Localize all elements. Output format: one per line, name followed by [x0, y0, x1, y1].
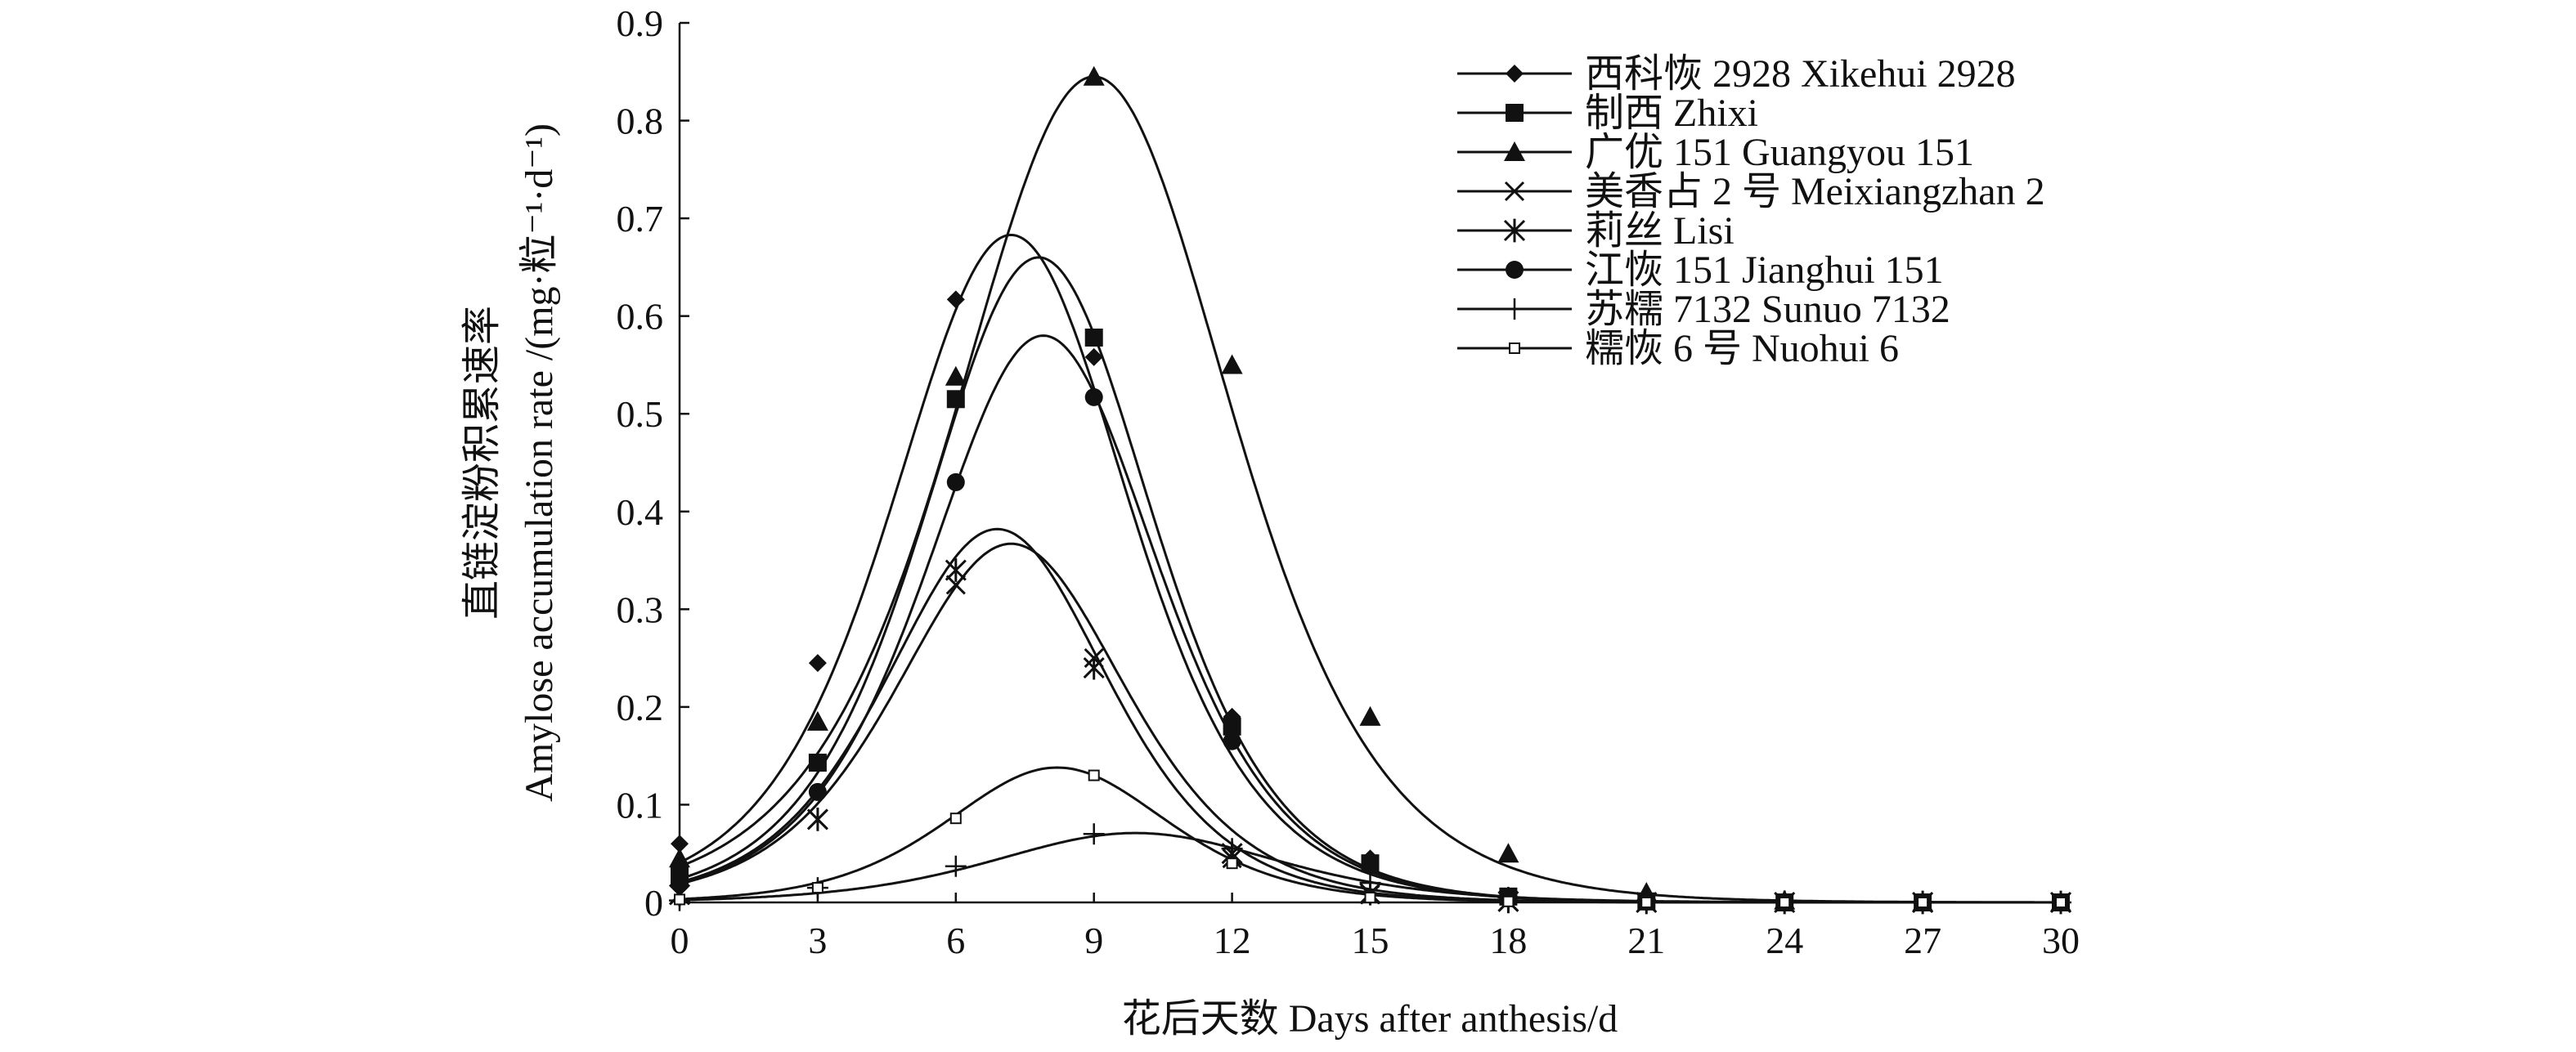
y-tick-label: 0.8: [617, 101, 664, 142]
y-tick-label: 0.1: [617, 784, 664, 826]
x-tick-label: 24: [1766, 920, 1803, 961]
legend-label: 美香占 2 号 Meixiangzhan 2: [1585, 170, 2045, 213]
x-tick-label: 27: [1904, 920, 1941, 961]
data-markers: [668, 65, 2072, 915]
data-point: [1917, 897, 1929, 908]
data-point: [808, 754, 827, 772]
data-point: [1504, 181, 1525, 202]
x-tick-label: 9: [1084, 920, 1103, 961]
y-tick-label: 0.6: [617, 296, 664, 338]
data-point: [1359, 872, 1381, 894]
data-point: [808, 654, 827, 673]
data-point: [806, 807, 828, 831]
data-point: [671, 874, 689, 893]
data-point: [1084, 328, 1103, 347]
data-point: [1497, 843, 1519, 863]
data-point: [946, 290, 965, 309]
data-point: [1506, 65, 1524, 83]
data-point: [2055, 897, 2067, 908]
data-point: [806, 710, 828, 731]
data-point: [1088, 769, 1100, 781]
x-tick-label: 15: [1352, 920, 1389, 961]
data-point: [1361, 856, 1380, 875]
x-tick-label: 3: [808, 920, 827, 961]
y-tick-label: 0.9: [617, 2, 664, 44]
axis-ticks: 0 3 6 9 12 15 18 21 24 27 30 0 0.1 0.2 0.3 0.4 0.5 0.6 0.7…: [617, 2, 2080, 961]
data-point: [1226, 857, 1238, 870]
data-point: [1083, 656, 1105, 680]
data-point: [946, 472, 965, 491]
data-point: [1503, 218, 1526, 243]
legend-label: 制西 Zhixi: [1585, 92, 1758, 135]
data-point: [1221, 354, 1243, 374]
legend-item: 糯恢 6 号 Nuohui 6: [1457, 327, 1899, 370]
x-tick-label: 6: [946, 920, 965, 961]
data-point: [1083, 823, 1105, 845]
legend-label: 西科恢 2928 Xikehui 2928: [1585, 52, 2016, 96]
y-tick-label: 0.4: [617, 491, 664, 533]
y-tick-label: 0.3: [617, 589, 664, 630]
legend-label: 糯恢 6 号 Nuohui 6: [1585, 327, 1899, 370]
data-point: [1223, 717, 1241, 736]
data-point: [1084, 387, 1103, 406]
data-point: [1221, 838, 1243, 860]
legend-item: 江恢 151 Jianghui 151: [1457, 248, 1944, 292]
legend-item: 西科恢 2928 Xikehui 2928: [1457, 52, 2016, 96]
legend-item: 广优 151 Guangyou 151: [1457, 131, 1974, 174]
legend-item: 美香占 2 号 Meixiangzhan 2: [1457, 170, 2045, 213]
data-point: [945, 575, 966, 595]
legend-item: 制西 Zhixi: [1457, 92, 1758, 135]
legend-item: 苏糯 7132 Sunuo 7132: [1457, 288, 1950, 331]
y-tick-label: 0.7: [617, 198, 664, 239]
data-point: [1506, 104, 1524, 122]
data-point: [669, 848, 690, 868]
data-point: [1779, 897, 1791, 908]
x-axis-title: 花后天数 Days after anthesis/d: [1122, 997, 1618, 1041]
data-point: [949, 813, 962, 825]
data-point: [1359, 705, 1381, 726]
x-tick-label: 0: [671, 920, 689, 961]
legend-label: 莉丝 Lisi: [1585, 209, 1735, 253]
data-point: [808, 782, 827, 801]
data-point: [945, 855, 967, 877]
y-tick-label: 0.5: [617, 393, 664, 435]
data-point: [1502, 895, 1515, 907]
y-tick-label: 0.2: [617, 687, 664, 728]
x-tick-label: 21: [1627, 920, 1665, 961]
data-point: [674, 893, 685, 906]
data-point: [945, 365, 967, 386]
data-point: [945, 558, 967, 582]
legend-label: 苏糯 7132 Sunuo 7132: [1585, 288, 1950, 331]
data-point: [946, 390, 965, 409]
data-point: [671, 835, 689, 853]
y-axis-title-line1: 直链淀粉积累速率: [460, 306, 504, 620]
data-point: [1084, 347, 1103, 366]
data-point: [1504, 141, 1525, 161]
x-tick-label: 18: [1489, 920, 1527, 961]
data-point: [1223, 732, 1241, 750]
data-point: [1509, 342, 1520, 354]
y-tick-label: 0: [644, 882, 663, 924]
data-point: [1506, 261, 1524, 279]
data-point: [1504, 298, 1525, 320]
data-point: [1083, 65, 1105, 86]
legend-item: 莉丝 Lisi: [1457, 209, 1735, 253]
y-axis-title-line2: Amylose accumulation rate /(mg·粒⁻¹·d⁻¹): [518, 123, 561, 802]
data-point: [1640, 897, 1653, 908]
data-point: [1364, 892, 1376, 904]
data-point: [811, 882, 824, 894]
legend-label: 广优 151 Guangyou 151: [1585, 131, 1974, 174]
x-tick-label: 12: [1214, 920, 1251, 961]
x-tick-label: 30: [2042, 920, 2080, 961]
legend-label: 江恢 151 Jianghui 151: [1585, 248, 1944, 292]
